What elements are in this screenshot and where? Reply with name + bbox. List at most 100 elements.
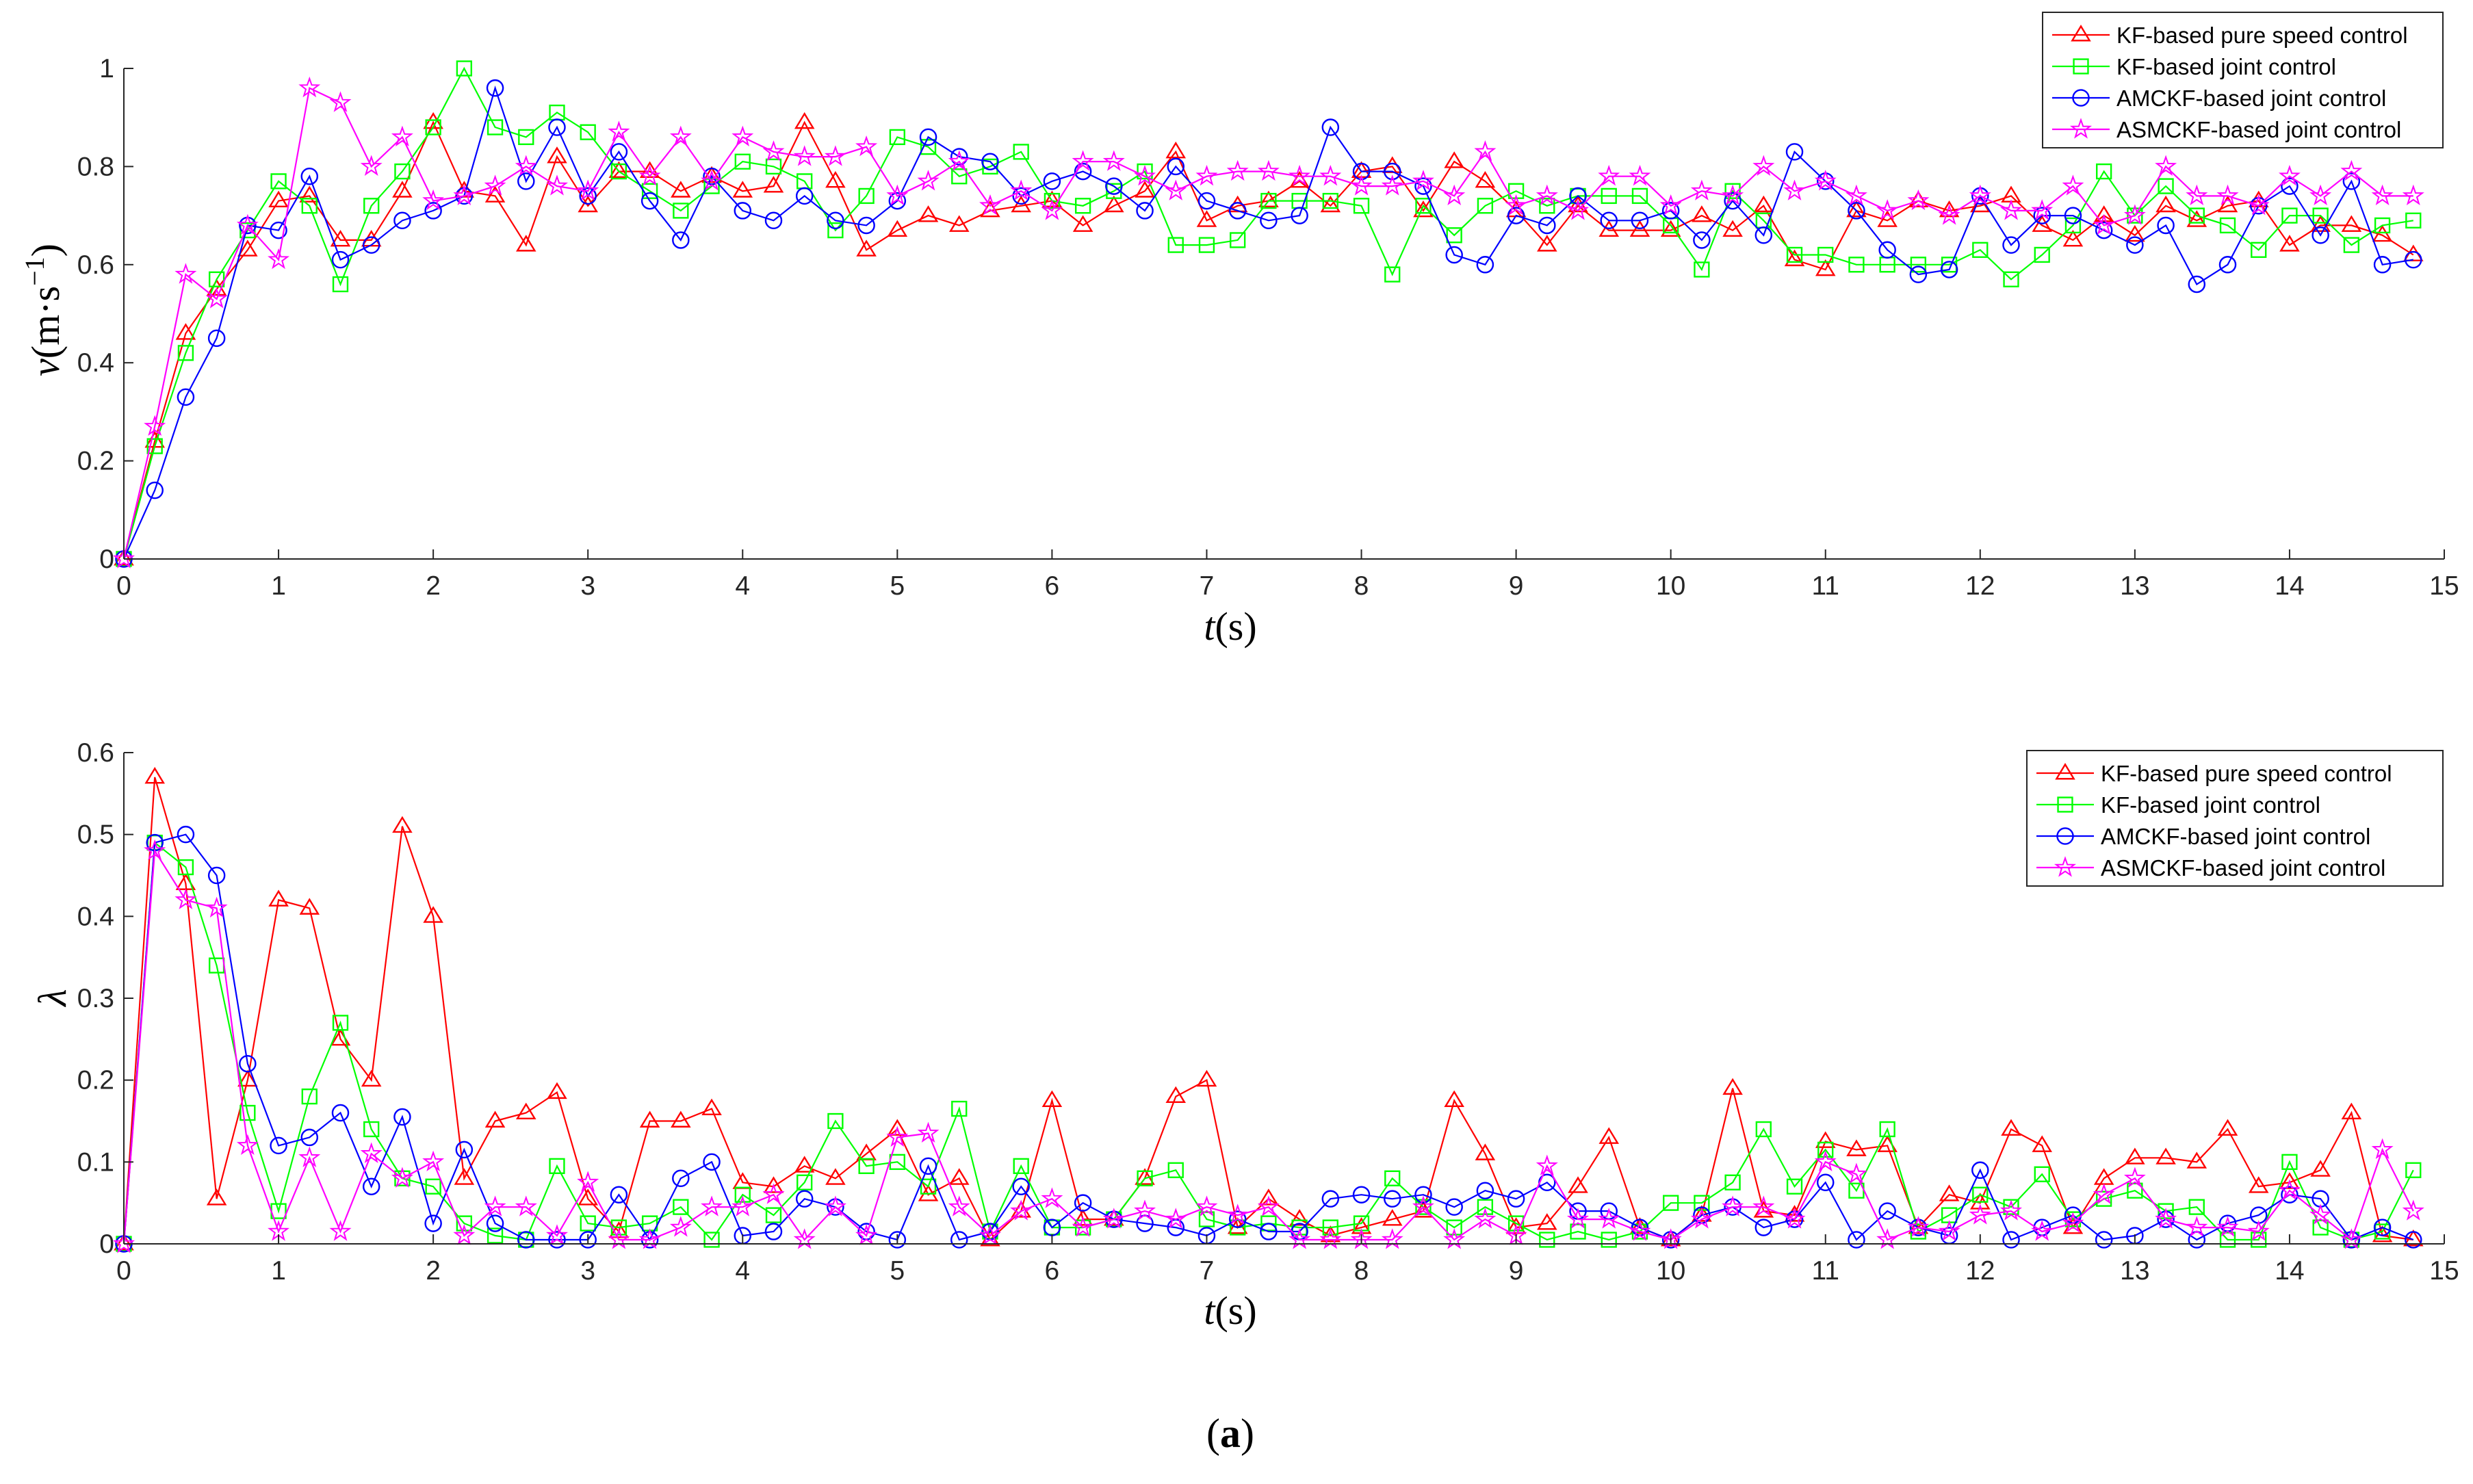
velocity-legend-item-kf-based-joint-control: KF-based joint control <box>2052 54 2336 79</box>
velocity-series-markers-asmckf-based-joint-control <box>112 76 2424 569</box>
velocity-data-point <box>2123 204 2146 225</box>
velocity-data-point <box>1846 200 1867 218</box>
lambda-data-point <box>453 1224 476 1245</box>
velocity-x-axis-label: t(s) <box>1204 604 1256 649</box>
lambda-data-point <box>484 1110 506 1128</box>
lambda-data-point <box>1445 1198 1463 1216</box>
velocity-data-point <box>1969 184 1991 205</box>
lambda-data-point <box>1412 1195 1434 1216</box>
lambda-data-point <box>301 1088 318 1105</box>
velocity-data-point <box>2405 250 2422 269</box>
lambda-data-point <box>795 1190 814 1208</box>
velocity-data-point <box>1198 237 1215 253</box>
lambda-data-point <box>1568 1176 1588 1193</box>
lambda-data-point <box>2001 1119 2021 1136</box>
lambda-x-tick-label: 12 <box>1965 1256 1995 1286</box>
velocity-legend-label: KF-based pure speed control <box>2116 23 2408 48</box>
lambda-x-tick-label: 7 <box>1200 1256 1215 1286</box>
velocity-data-point <box>2062 174 2084 196</box>
velocity-data-point <box>425 119 441 135</box>
velocity-data-point <box>207 329 226 348</box>
velocity-data-point <box>1226 159 1249 181</box>
lambda-data-point <box>888 1231 907 1249</box>
lambda-data-point <box>206 1188 227 1206</box>
velocity-y-tick-label: 0.4 <box>77 348 114 378</box>
velocity-data-point <box>2155 155 2177 176</box>
lambda-data-point <box>1939 1184 1960 1201</box>
lambda-legend-item-amckf-based-joint-control: AMCKF-based joint control <box>2036 824 2370 849</box>
lambda-data-point <box>1971 1161 1989 1180</box>
lambda-data-point <box>545 1224 569 1245</box>
lambda-data-point <box>515 1102 536 1119</box>
lambda-data-point <box>1690 1208 1713 1229</box>
velocity-data-point <box>1817 246 1834 263</box>
lambda-data-point <box>2281 1154 2298 1170</box>
lambda-data-point <box>577 1171 599 1192</box>
lambda-data-point <box>1507 1215 1525 1232</box>
velocity-data-point <box>827 222 844 239</box>
velocity-data-point <box>732 181 753 198</box>
velocity-data-point <box>858 187 875 205</box>
lambda-data-point <box>548 1231 566 1249</box>
lambda-data-point <box>237 1069 258 1087</box>
velocity-data-point <box>268 248 290 270</box>
velocity-data-point <box>1876 199 1899 220</box>
lambda-y-tick-label: 0.5 <box>77 820 114 850</box>
velocity-data-point <box>1477 198 1494 214</box>
velocity-data-point <box>2127 207 2143 224</box>
velocity-data-point <box>2371 184 2394 205</box>
velocity-data-point <box>1165 141 1187 159</box>
velocity-data-point <box>1384 266 1401 283</box>
lambda-data-point <box>703 1153 721 1171</box>
velocity-data-point <box>578 195 598 213</box>
velocity-data-point <box>2372 224 2393 242</box>
lambda-data-point <box>827 1112 844 1130</box>
velocity-data-point <box>979 194 1001 216</box>
lambda-data-point <box>1724 1174 1741 1190</box>
velocity-data-point <box>1601 187 1617 205</box>
velocity-x-tick-label: 10 <box>1656 571 1685 601</box>
lambda-x-tick-label: 15 <box>2429 1256 2459 1286</box>
velocity-data-point <box>857 216 875 235</box>
lambda-data-point <box>1195 1195 1218 1216</box>
lambda-axes: 0 1 2 3 4 5 6 7 8 9 10 11 12 13 14 1500.10.20.30.40.50.… <box>77 738 2459 1286</box>
lambda-data-point <box>454 1168 475 1185</box>
velocity-data-point <box>2340 159 2363 181</box>
velocity-series-line-amckf-based-joint-control <box>122 85 2413 560</box>
lambda-data-point <box>360 1142 383 1163</box>
lambda-data-point <box>144 766 165 784</box>
velocity-data-point <box>1785 143 1804 161</box>
velocity-data-point <box>424 202 442 220</box>
lambda-data-point <box>515 1195 537 1216</box>
lambda-legend-marker <box>2057 796 2073 813</box>
lambda-data-point <box>1598 1127 1620 1144</box>
velocity-data-point <box>2064 207 2082 224</box>
velocity-data-point <box>1694 261 1710 278</box>
lambda-data-point <box>2309 1203 2332 1225</box>
lambda-data-point <box>1444 1090 1464 1108</box>
lambda-data-point <box>2032 1135 2053 1152</box>
lambda-data-point <box>517 1231 535 1249</box>
velocity-data-point <box>237 239 258 257</box>
velocity-data-point <box>208 271 225 287</box>
velocity-data-point <box>889 129 905 146</box>
lambda-data-point <box>1352 1186 1371 1203</box>
lambda-data-point <box>270 1136 287 1155</box>
lambda-legend-label: KF-based pure speed control <box>2101 761 2392 786</box>
lambda-data-point <box>1351 1217 1372 1234</box>
velocity-data-point <box>2247 194 2270 216</box>
velocity-data-point <box>1631 187 1648 205</box>
lambda-data-point <box>764 1223 783 1240</box>
velocity-data-point <box>1446 227 1462 244</box>
lambda-data-point <box>1446 1219 1462 1236</box>
velocity-data-point <box>734 202 752 220</box>
lambda-data-point <box>579 1231 597 1249</box>
lambda-data-point <box>1663 1195 1679 1211</box>
velocity-data-point <box>824 145 846 166</box>
velocity-data-point <box>270 173 287 190</box>
lambda-x-tick-label: 14 <box>2275 1256 2304 1286</box>
lambda-data-point <box>298 1146 321 1167</box>
lambda-data-point <box>2002 1231 2020 1249</box>
velocity-data-point <box>610 143 628 161</box>
lambda-data-point <box>1969 1203 1991 1225</box>
